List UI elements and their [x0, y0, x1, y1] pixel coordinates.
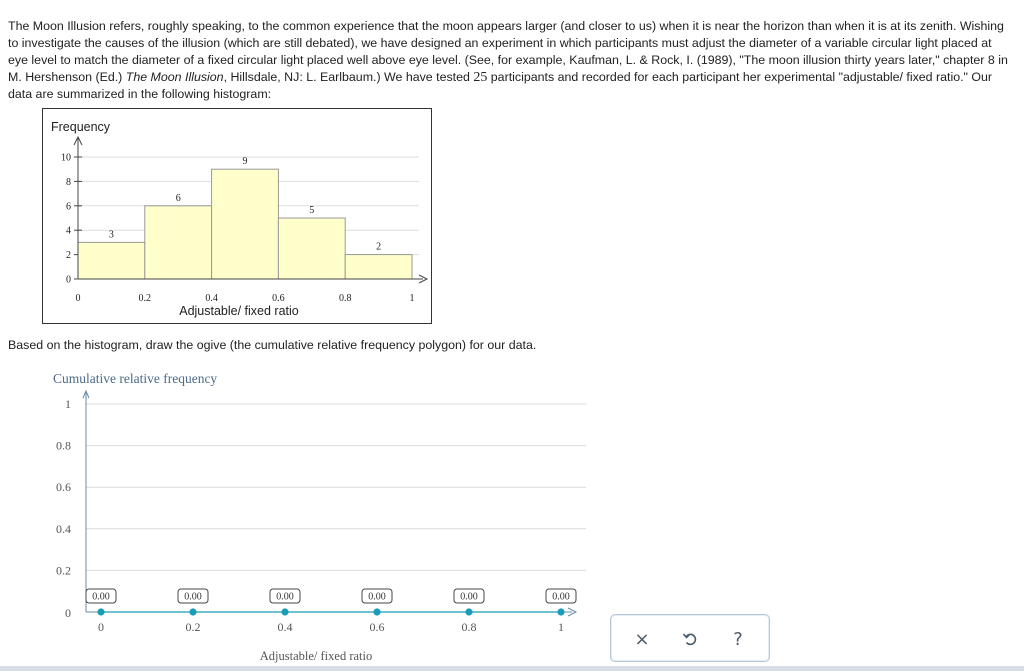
ogive-point-handle[interactable]: 0.00: [545, 588, 577, 616]
bottom-divider: [0, 666, 1024, 671]
participant-count: 25: [473, 70, 488, 85]
ogive-point: [281, 608, 289, 616]
ogive-point-handle[interactable]: 0.00: [269, 588, 301, 616]
histogram-ytick-label: 8: [66, 177, 71, 188]
ogive-point-handle[interactable]: 0.00: [177, 588, 209, 616]
ogive-ylabel: Cumulative relative frequency: [53, 371, 217, 386]
ogive-point-label-box: [269, 588, 301, 604]
ogive-yaxis-arrow: [82, 389, 90, 399]
histogram-yaxis-arrow: [73, 135, 83, 146]
histogram-bar-label: 5: [309, 205, 314, 216]
undo-button[interactable]: [677, 626, 703, 652]
ogive-point-label: 0.00: [552, 592, 570, 603]
histogram-bar-label: 9: [243, 156, 248, 167]
ogive-point-label: 0.00: [92, 592, 110, 603]
ogive-point-handle[interactable]: 0.00: [361, 588, 393, 616]
problem-text-part1: The Moon Illusion refers, roughly speaki…: [8, 19, 1008, 84]
ogive-point-label: 0.00: [368, 592, 386, 603]
ogive-point-label: 0.00: [276, 592, 294, 603]
ogive-point-label: 0.00: [184, 592, 202, 603]
ogive-point-label-box: [545, 588, 577, 604]
ogive-point: [97, 608, 105, 616]
ogive-xaxis-arrow: [567, 607, 578, 617]
ogive-ytick-label: 0.4: [56, 522, 71, 536]
ogive-ytick-label: 0.2: [56, 563, 71, 577]
ogive-xtick-label: 0.4: [278, 620, 293, 634]
ogive-ytick-label: 0: [65, 606, 71, 620]
help-button[interactable]: ?: [725, 626, 751, 652]
histogram-bar: [77, 241, 146, 280]
histogram-xtick-label: 0: [76, 293, 81, 304]
histogram-bar: [211, 168, 279, 280]
histogram-xaxis-arrow: [418, 274, 429, 284]
problem-statement: The Moon Illusion refers, roughly speaki…: [8, 18, 1008, 103]
answer-toolbar: × ?: [610, 614, 770, 662]
close-icon: ×: [634, 628, 650, 650]
instruction-text: Based on the histogram, draw the ogive (…: [8, 338, 537, 352]
help-icon: ?: [733, 628, 743, 650]
histogram-bar-label: 2: [376, 242, 381, 253]
ogive-xlabel: Adjustable/ fixed ratio: [260, 649, 372, 663]
histogram-bar: [344, 254, 413, 280]
ogive-point-label-box: [85, 588, 117, 604]
problem-text-part3: participants and recorded for each parti…: [8, 70, 993, 101]
ogive-xtick-label: 0.2: [186, 620, 201, 634]
ogive-point-handle[interactable]: 0.00: [453, 588, 485, 616]
ogive-xtick-label: 0.8: [462, 620, 477, 634]
ogive-ytick-label: 1: [65, 397, 71, 411]
ogive-ytick-label: 0.8: [56, 439, 71, 453]
clear-button[interactable]: ×: [629, 626, 655, 652]
histogram-ytick-label: 4: [66, 226, 71, 237]
histogram-xtick-label: 0.8: [339, 293, 352, 304]
ogive-xtick-label: 0: [98, 620, 104, 634]
problem-text-part2: , Hillsdale, NJ: L. Earlbaum.) We have t…: [223, 70, 474, 84]
histogram-chart: Frequency 0 2 4 6 8 10 3 6 9 5 2 0 0.2 0.4 0.6 0.8 1 Adjus…: [51, 120, 429, 318]
histogram-bar: [277, 217, 346, 280]
ogive-point: [465, 608, 473, 616]
ogive-point-label: 0.00: [460, 592, 478, 603]
histogram-xtick-label: 0.4: [205, 293, 218, 304]
histogram-ytick-label: 10: [61, 153, 71, 164]
ogive-point: [189, 608, 197, 616]
ogive-ytick-label: 0.6: [56, 480, 71, 494]
histogram-bar: [144, 205, 213, 280]
histogram-panel: Frequency 0 2 4 6 8 10 3 6 9 5 2 0 0.2 0.4 0.6 0.8 1 Adjus…: [42, 108, 432, 324]
histogram-xtick-label: 0.2: [139, 293, 152, 304]
ogive-point-label-box: [361, 588, 393, 604]
ogive-point-label-box: [453, 588, 485, 604]
ogive-xtick-label: 1: [558, 620, 564, 634]
ogive-point: [373, 608, 381, 616]
histogram-xtick-label: 0.6: [272, 293, 285, 304]
ogive-point-label-box: [177, 588, 209, 604]
histogram-bar-label: 3: [109, 229, 114, 240]
histogram-xtick-label: 1: [410, 293, 415, 304]
ogive-point: [557, 608, 565, 616]
histogram-ytick-label: 6: [66, 201, 71, 212]
book-title: The Moon Illusion: [125, 70, 224, 84]
histogram-ylabel: Frequency: [51, 120, 111, 134]
histogram-bar-label: 6: [176, 193, 181, 204]
undo-icon: [682, 633, 697, 646]
histogram-xlabel: Adjustable/ fixed ratio: [179, 304, 299, 318]
ogive-xtick-label: 0.6: [370, 620, 385, 634]
ogive-point-handle[interactable]: 0.00: [85, 588, 117, 616]
histogram-ytick-label: 0: [66, 275, 71, 286]
ogive-graph[interactable]: Cumulative relative frequency 0 0.2 0.4 0.6 0…: [0, 360, 620, 666]
histogram-ytick-label: 2: [66, 250, 71, 261]
